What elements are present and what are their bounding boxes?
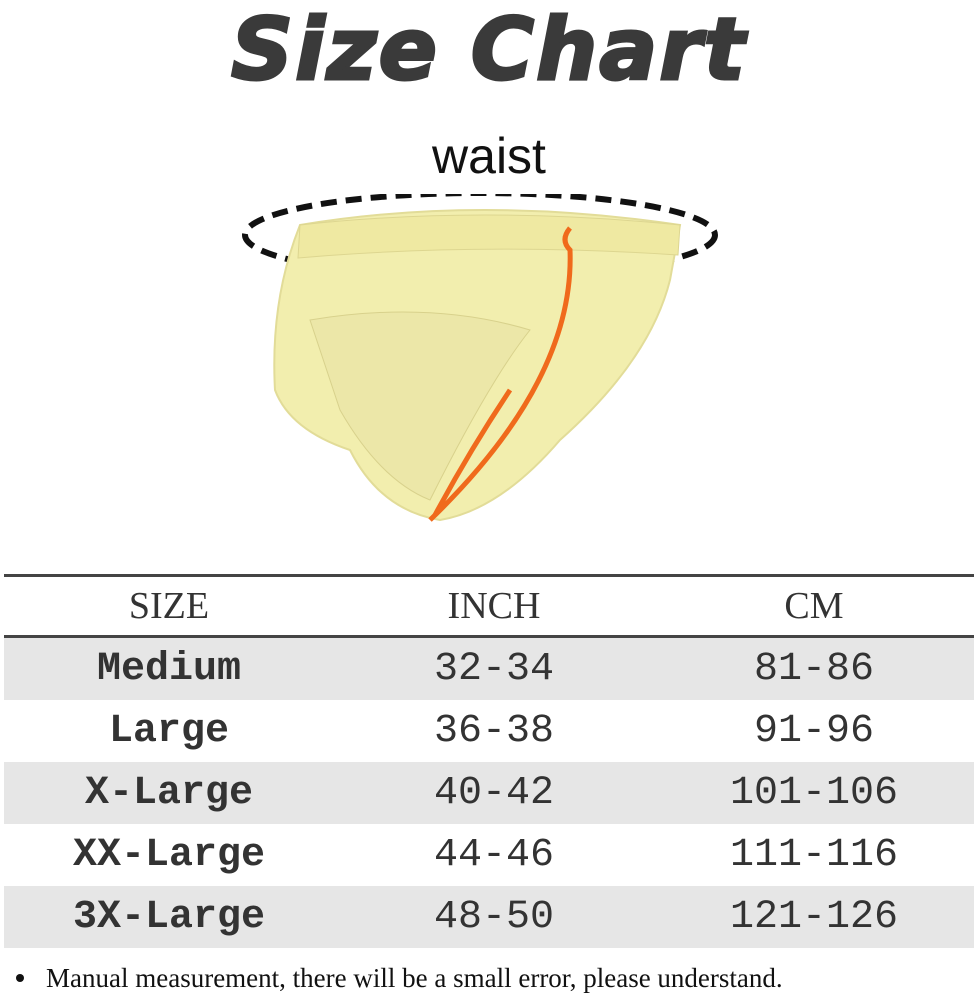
piping — [432, 388, 513, 517]
table-cell: 40-42 — [433, 770, 555, 816]
piping — [428, 226, 573, 522]
header-row: SIZE INCH CM — [4, 575, 974, 637]
table-cell: 36-38 — [433, 708, 555, 754]
table-cell: Large — [108, 708, 230, 754]
table-cell: 32-34 — [433, 646, 555, 692]
table-row: Medium 32-34 81-86 — [4, 636, 974, 700]
pouch — [309, 311, 531, 501]
note: Manual measurement, there will be a smal… — [46, 963, 783, 993]
table-cell: 111-116 — [729, 832, 899, 878]
table-cell: 3X-Large — [72, 894, 266, 940]
table-cell: 44-46 — [433, 832, 555, 878]
waistband — [297, 214, 681, 259]
title: Size Chart — [230, 0, 747, 102]
bullet — [16, 974, 24, 982]
header-cell: SIZE — [128, 585, 210, 627]
ellipse-gap — [380, 180, 580, 194]
header-cell: CM — [784, 585, 844, 627]
table-cell: 121-126 — [729, 894, 899, 940]
table-row: 3X-Large 48-50 121-126 — [4, 886, 974, 948]
illustration — [242, 180, 718, 522]
table-cell: 81-86 — [753, 646, 875, 692]
table-cell: 48-50 — [433, 894, 555, 940]
table-cell: 91-96 — [753, 708, 875, 754]
table-row: X-Large 40-42 101-106 — [4, 762, 974, 824]
table-row: XX-Large 44-46 111-116 — [4, 824, 974, 886]
table-cell: X-Large — [84, 770, 254, 816]
table-cell: 101-106 — [729, 770, 899, 816]
header-cell: INCH — [447, 585, 541, 627]
waist-label: waist — [432, 128, 546, 184]
table-cell: XX-Large — [72, 832, 266, 878]
size-table: SIZE INCH CM Medium 32-34 81-86 Large 36-38 91-… — [4, 574, 974, 948]
table-cell: Medium — [96, 646, 242, 692]
table-row: Large 36-38 91-96 — [4, 700, 974, 762]
